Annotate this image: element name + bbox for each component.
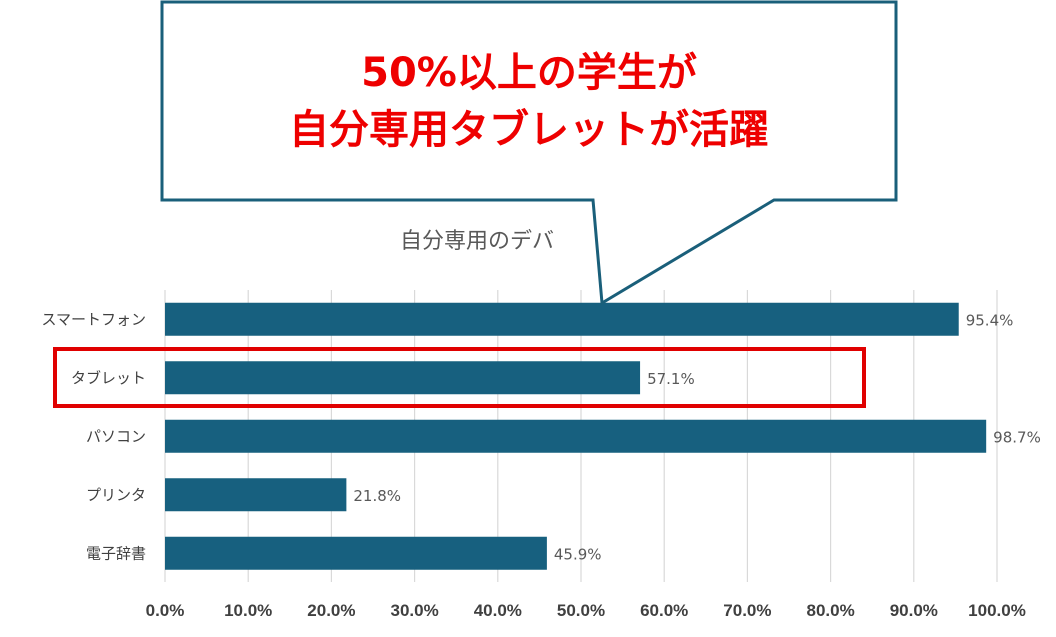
x-tick-label: 80.0% <box>806 601 854 620</box>
x-tick-label: 20.0% <box>307 601 355 620</box>
x-tick-label: 90.0% <box>890 601 938 620</box>
highlight-box <box>53 347 866 408</box>
category-label: 電子辞書 <box>86 544 146 562</box>
value-label: 95.4% <box>966 311 1014 329</box>
bar <box>165 536 547 570</box>
bars-group <box>165 302 987 570</box>
value-label: 98.7% <box>993 428 1041 446</box>
callout-line-2: 自分専用タブレットが活躍 <box>289 107 769 153</box>
x-tick-label: 0.0% <box>146 601 185 620</box>
x-tick-label: 60.0% <box>640 601 688 620</box>
x-tick-label: 30.0% <box>390 601 438 620</box>
value-label: 21.8% <box>353 487 401 505</box>
value-label: 45.9% <box>554 545 602 563</box>
bar <box>165 419 987 453</box>
x-tick-label: 70.0% <box>723 601 771 620</box>
category-label: プリンタ <box>86 486 146 504</box>
value-labels: 95.4% 57.1% 98.7% 21.8% 45.9% <box>353 311 1040 563</box>
bar <box>165 361 641 395</box>
callout: 50%以上の学生が 自分専用タブレットが活躍 <box>160 0 898 306</box>
callout-bubble <box>160 0 898 306</box>
x-tick-label: 100.0% <box>968 601 1026 620</box>
bar <box>165 302 959 336</box>
value-label: 57.1% <box>647 370 695 388</box>
chart-title: 自分専用のデバ <box>400 229 554 254</box>
x-tick-labels: 0.0% 10.0% 20.0% 30.0% 40.0% 50.0% 60.0% 70.0% 8… <box>146 601 1026 620</box>
x-tick-label: 10.0% <box>224 601 272 620</box>
x-tick-label: 40.0% <box>474 601 522 620</box>
x-tick-label: 50.0% <box>557 601 605 620</box>
bar <box>165 478 347 512</box>
category-label: タブレット <box>71 369 146 387</box>
category-label: パソコン <box>86 427 146 445</box>
category-label: スマートフォン <box>41 310 146 328</box>
callout-line-1: 50%以上の学生が <box>361 50 697 96</box>
